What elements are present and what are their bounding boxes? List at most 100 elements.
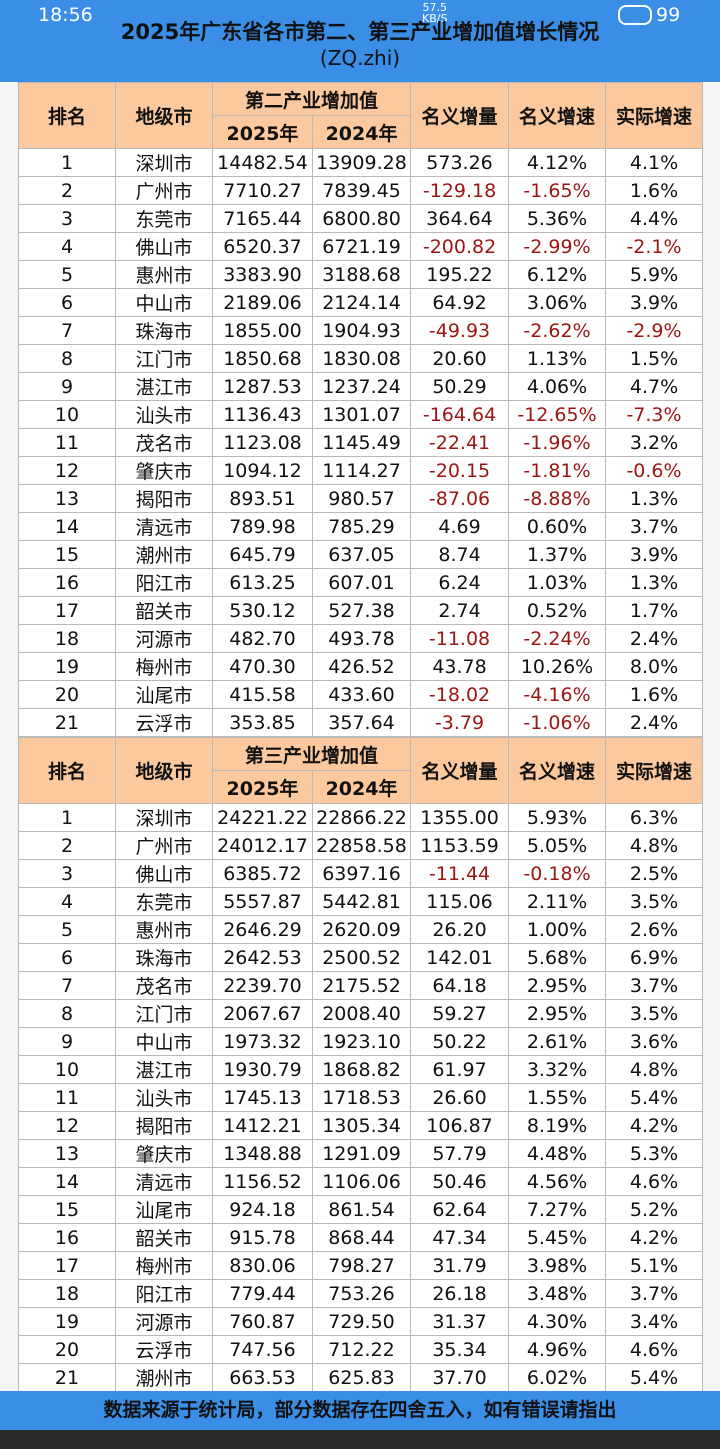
cell: 2 — [18, 176, 116, 205]
cell: 韶关市 — [115, 596, 213, 625]
cell: 482.70 — [212, 624, 313, 653]
cell: 106.87 — [410, 1111, 510, 1140]
cell: 4.12% — [508, 148, 607, 177]
cell: 9 — [18, 372, 116, 401]
data-row: 12 揭阳市 1412.21 1305.34 106.87 8.19% 4.2% — [18, 1111, 704, 1140]
cell: 3.06% — [508, 288, 607, 317]
cell: 5.9% — [605, 260, 704, 289]
cell: 613.25 — [212, 568, 313, 597]
table: 排名 地级市 第二产业增加值 名义增量 名义增速 实际增速 2025年 2024年 1 深圳市 14… — [18, 82, 704, 737]
cell: 16 — [18, 1223, 116, 1252]
cell: 4.96% — [508, 1335, 607, 1364]
data-row: 11 汕头市 1745.13 1718.53 26.60 1.55% 5.4% — [18, 1083, 704, 1112]
cell: 3.32% — [508, 1055, 607, 1084]
data-row: 10 湛江市 1930.79 1868.82 61.97 3.32% 4.8% — [18, 1055, 704, 1084]
cell: 798.27 — [311, 1251, 412, 1280]
cell: 20.60 — [410, 344, 510, 373]
column-header: 地级市 — [115, 82, 213, 149]
data-row: 17 韶关市 530.12 527.38 2.74 0.52% 1.7% — [18, 596, 704, 625]
cell: 195.22 — [410, 260, 510, 289]
data-row: 2 广州市 24012.17 22858.58 1153.59 5.05% 4.8% — [18, 831, 704, 860]
cell: 5 — [18, 915, 116, 944]
header-row: 排名 地级市 第三产业增加值 名义增量 名义增速 实际增速 — [18, 737, 704, 804]
column-header: 2025年 — [212, 770, 313, 804]
cell: 2.95% — [508, 999, 607, 1028]
data-row: 8 江门市 1850.68 1830.08 20.60 1.13% 1.5% — [18, 344, 704, 373]
cell: 3.7% — [605, 1279, 704, 1308]
cell: 3.9% — [605, 540, 704, 569]
cell: -22.41 — [410, 428, 510, 457]
cell: 62.64 — [410, 1195, 510, 1224]
cell: 2.4% — [605, 708, 704, 737]
cell: 云浮市 — [115, 708, 213, 737]
cell: 5.4% — [605, 1363, 704, 1392]
cell: -87.06 — [410, 484, 510, 513]
column-header: 名义增量 — [410, 82, 510, 149]
cell: 4.56% — [508, 1167, 607, 1196]
column-header: 实际增速 — [605, 737, 704, 804]
cell: 861.54 — [311, 1195, 412, 1224]
cell: 645.79 — [212, 540, 313, 569]
cell: 阳江市 — [115, 568, 213, 597]
cell: 35.34 — [410, 1335, 510, 1364]
cell: 4.06% — [508, 372, 607, 401]
cell: 3.48% — [508, 1279, 607, 1308]
cell: -2.24% — [508, 624, 607, 653]
cell: 980.57 — [311, 484, 412, 513]
data-row: 14 清远市 789.98 785.29 4.69 0.60% 3.7% — [18, 512, 704, 541]
cell: 韶关市 — [115, 1223, 213, 1252]
cell: 肇庆市 — [115, 456, 213, 485]
cell: 4.30% — [508, 1307, 607, 1336]
cell: 11 — [18, 428, 116, 457]
data-row: 6 中山市 2189.06 2124.14 64.92 3.06% 3.9% — [18, 288, 704, 317]
status-bar: 18:56 57.5 KB/S 99 — [0, 0, 720, 30]
cell: 6.9% — [605, 943, 704, 972]
cell: 5.4% — [605, 1083, 704, 1112]
data-row: 11 茂名市 1123.08 1145.49 -22.41 -1.96% 3.2% — [18, 428, 704, 457]
cell: 1850.68 — [212, 344, 313, 373]
cell: 753.26 — [311, 1279, 412, 1308]
cell: 肇庆市 — [115, 1139, 213, 1168]
cell: -18.02 — [410, 680, 510, 709]
cell: 22858.58 — [311, 831, 412, 860]
cell: 1136.43 — [212, 400, 313, 429]
cell: 12 — [18, 1111, 116, 1140]
cell: 3.7% — [605, 512, 704, 541]
cell: 4 — [18, 887, 116, 916]
data-row: 19 河源市 760.87 729.50 31.37 4.30% 3.4% — [18, 1307, 704, 1336]
cell: 415.58 — [212, 680, 313, 709]
cell: 61.97 — [410, 1055, 510, 1084]
cell: 493.78 — [311, 624, 412, 653]
cell: 13909.28 — [311, 148, 412, 177]
clock: 18:56 — [38, 4, 93, 26]
cell: 3.4% — [605, 1307, 704, 1336]
cell: 2 — [18, 831, 116, 860]
cell: 760.87 — [212, 1307, 313, 1336]
bottom-bar — [0, 1430, 720, 1449]
cell: 1156.52 — [212, 1167, 313, 1196]
cell: 868.44 — [311, 1223, 412, 1252]
cell: 5.36% — [508, 204, 607, 233]
cell: 1.3% — [605, 484, 704, 513]
cell: 24012.17 — [212, 831, 313, 860]
cell: 2646.29 — [212, 915, 313, 944]
cell: 747.56 — [212, 1335, 313, 1364]
cell: 汕头市 — [115, 1083, 213, 1112]
data-row: 12 肇庆市 1094.12 1114.27 -20.15 -1.81% -0.6% — [18, 456, 704, 485]
cell: 汕尾市 — [115, 680, 213, 709]
cell: 6 — [18, 943, 116, 972]
cell: 4.4% — [605, 204, 704, 233]
data-row: 4 东莞市 5557.87 5442.81 115.06 2.11% 3.5% — [18, 887, 704, 916]
cell: 353.85 — [212, 708, 313, 737]
cell: 2642.53 — [212, 943, 313, 972]
cell: 21 — [18, 708, 116, 737]
cell: 4 — [18, 232, 116, 261]
cell: 4.2% — [605, 1111, 704, 1140]
data-row: 15 汕尾市 924.18 861.54 62.64 7.27% 5.2% — [18, 1195, 704, 1224]
column-header: 排名 — [18, 737, 116, 804]
cell: 22866.22 — [311, 803, 412, 832]
cell: 8.74 — [410, 540, 510, 569]
cell: 18 — [18, 624, 116, 653]
cell: 5442.81 — [311, 887, 412, 916]
cell: 8.19% — [508, 1111, 607, 1140]
